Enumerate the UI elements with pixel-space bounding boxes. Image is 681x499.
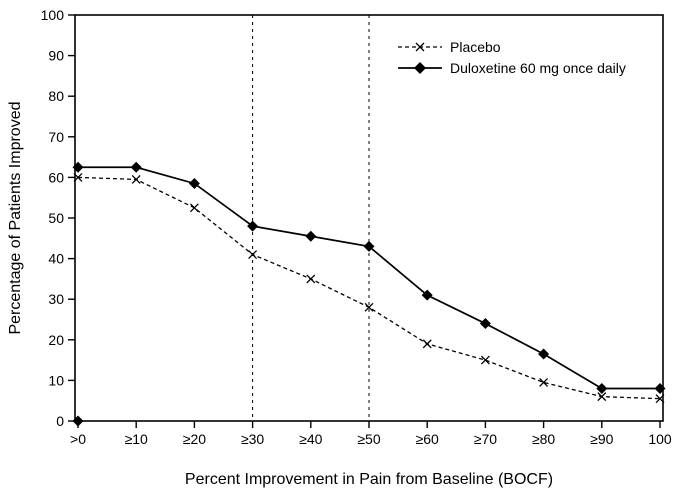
- x-marker: [597, 392, 607, 402]
- x-tick-label: ≥60: [416, 431, 439, 447]
- y-tick-label: 60: [48, 169, 64, 185]
- plot-area: 0 10 20 30 40 50 60 70 80 90 100 >0 ≥10 ≥20 ≥30 ≥40 ≥50 ≥…: [41, 7, 672, 447]
- series-line: [78, 166, 660, 390]
- x-marker: [248, 250, 258, 259]
- x-tick-label: ≥90: [590, 431, 613, 447]
- x-tick-label: ≥50: [357, 431, 380, 447]
- x-marker: [480, 355, 490, 365]
- diamond-marker: [538, 348, 550, 360]
- x-marker: [655, 394, 665, 404]
- diamond-marker: [305, 230, 317, 242]
- duloxetine-diamond-marker-icon: [414, 62, 426, 74]
- x-marker: [306, 274, 316, 284]
- legend-label-placebo: Placebo: [450, 39, 501, 55]
- legend-item-duloxetine: Duloxetine 60 mg once daily: [398, 60, 626, 76]
- diamond-marker: [596, 383, 608, 395]
- y-tick-label: 0: [56, 413, 64, 429]
- diamond-marker: [654, 383, 666, 395]
- y-tick-label: 80: [48, 88, 64, 104]
- diamond-marker: [363, 240, 375, 252]
- diamond-marker: [479, 318, 491, 330]
- legend-label-duloxetine: Duloxetine 60 mg once daily: [450, 60, 626, 76]
- y-tick-label: 100: [41, 7, 65, 23]
- origin-diamond-marker: [72, 415, 84, 427]
- y-tick-label: 50: [48, 210, 64, 226]
- x-marker: [131, 174, 141, 184]
- legend: Placebo Duloxetine 60 mg once daily: [398, 39, 626, 76]
- x-marker: [73, 172, 83, 182]
- x-tick-label: ≥70: [474, 431, 497, 447]
- x-tick-label: 100: [648, 431, 672, 447]
- x-tick-label: ≥30: [241, 431, 264, 447]
- x-tick-label: ≥20: [183, 431, 206, 447]
- diamond-marker: [72, 161, 84, 173]
- placebo-x-marker-icon: [415, 42, 425, 52]
- legend-item-placebo: Placebo: [398, 39, 501, 55]
- x-marker: [364, 302, 374, 312]
- x-tick-label: ≥80: [532, 431, 555, 447]
- x-marker: [422, 339, 432, 349]
- y-axis-label: Percentage of Patients Improved: [7, 101, 24, 334]
- y-tick-label: 30: [48, 291, 64, 307]
- x-marker: [539, 377, 549, 387]
- x-axis-label: Percent Improvement in Pain from Baselin…: [185, 471, 553, 488]
- diamond-marker: [130, 161, 142, 173]
- y-tick-label: 70: [48, 129, 64, 145]
- diamond-marker: [247, 220, 259, 232]
- x-tick-label: ≥10: [125, 431, 148, 447]
- y-tick-label: 90: [48, 48, 64, 64]
- x-tick-label: ≥40: [299, 431, 322, 447]
- diamond-marker: [188, 177, 200, 189]
- y-tick-label: 40: [48, 251, 64, 267]
- y-tick-label: 20: [48, 332, 64, 348]
- y-tick-label: 10: [48, 372, 64, 388]
- x-marker: [189, 203, 199, 213]
- diamond-marker: [421, 289, 433, 301]
- x-tick-label: >0: [70, 431, 86, 447]
